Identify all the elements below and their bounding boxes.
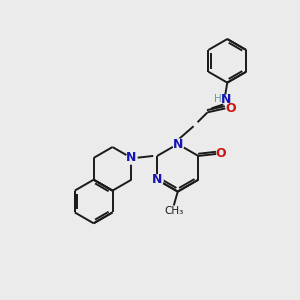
- Text: N: N: [126, 152, 136, 164]
- Text: N: N: [221, 93, 232, 106]
- Text: H: H: [214, 94, 222, 104]
- Text: O: O: [216, 148, 226, 160]
- Text: N: N: [152, 173, 162, 186]
- Text: O: O: [225, 102, 236, 115]
- Text: N: N: [172, 138, 183, 151]
- Text: CH₃: CH₃: [164, 206, 183, 216]
